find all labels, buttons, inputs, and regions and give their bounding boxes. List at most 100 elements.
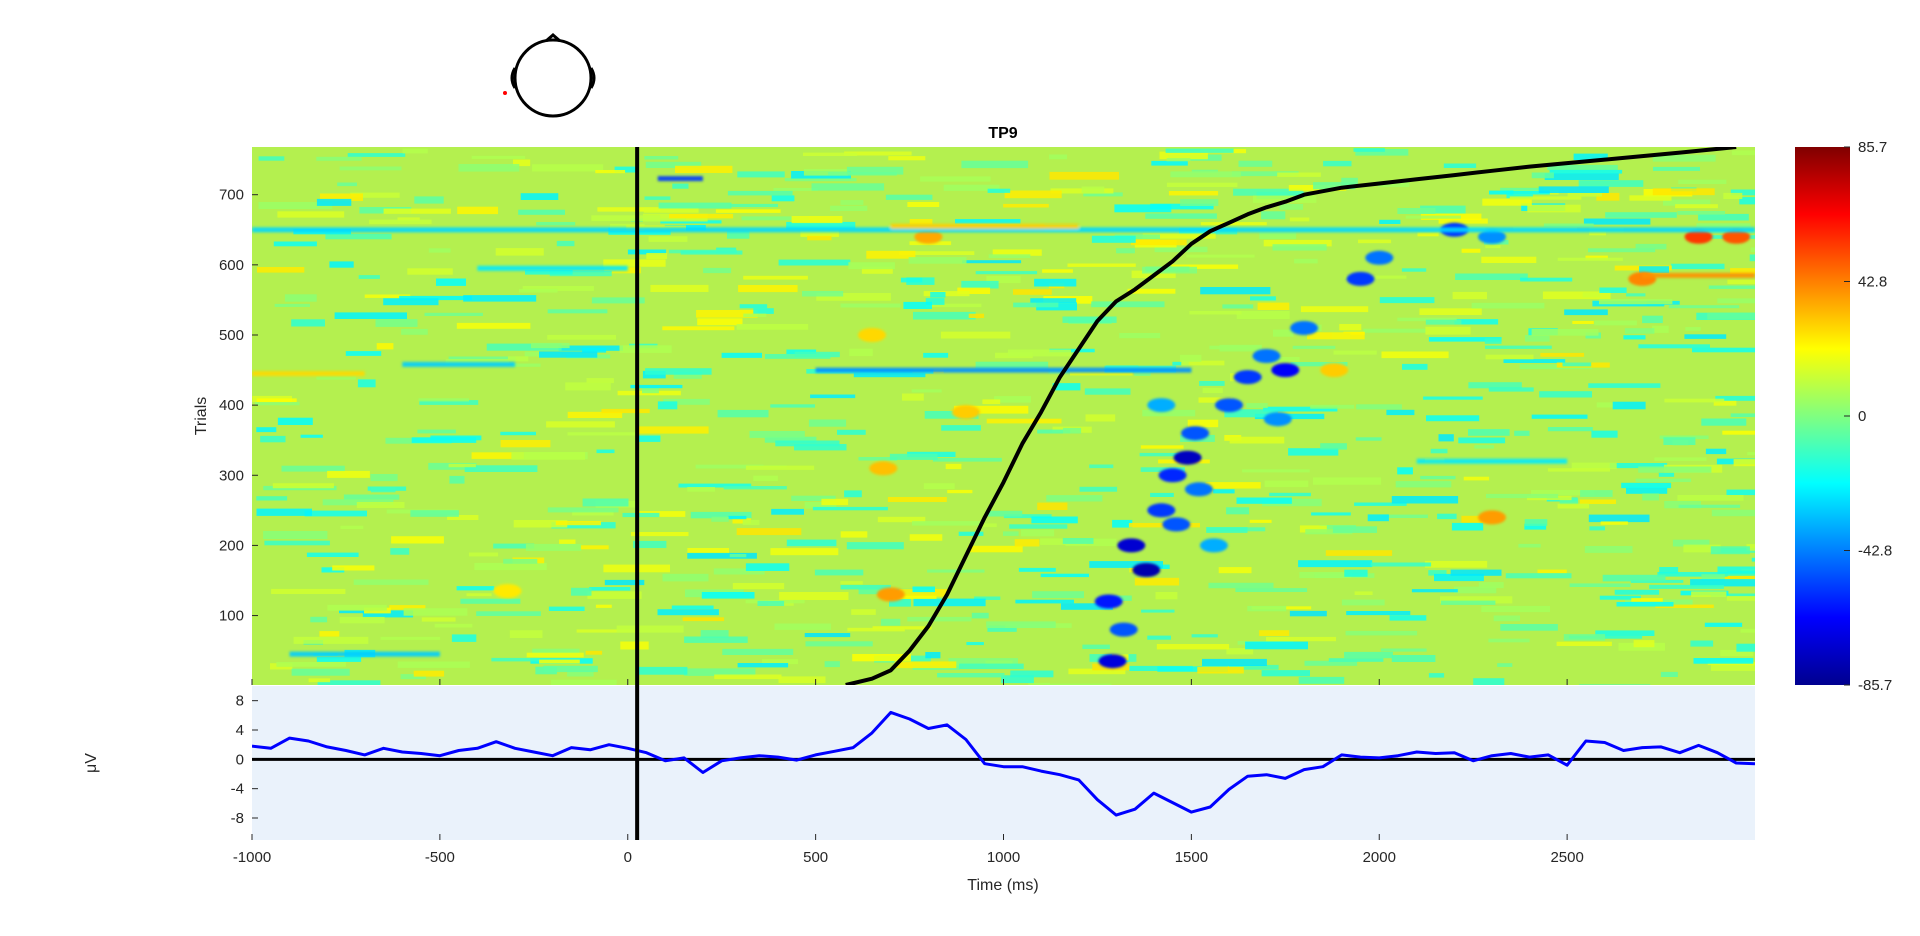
noise-streak xyxy=(1605,212,1677,218)
noise-streak xyxy=(1259,232,1297,240)
noise-streak xyxy=(627,249,667,255)
noise-streak xyxy=(644,156,679,160)
noise-streak xyxy=(885,194,933,200)
noise-streak xyxy=(582,498,629,507)
noise-streak xyxy=(852,654,911,662)
noise-streak xyxy=(1379,297,1435,304)
noise-streak xyxy=(419,400,479,405)
noise-streak xyxy=(1235,588,1308,592)
noise-streak xyxy=(1034,278,1077,287)
noise-streak xyxy=(975,271,1038,275)
noise-streak xyxy=(1231,171,1299,177)
noise-streak xyxy=(762,659,798,665)
noise-streak xyxy=(401,328,428,335)
noise-streak xyxy=(1654,457,1707,461)
noise-streak xyxy=(736,324,809,330)
noise-streak xyxy=(522,286,594,291)
noise-streak xyxy=(1311,512,1351,516)
noise-streak xyxy=(1145,213,1217,219)
noise-streak xyxy=(300,434,323,438)
noise-streak xyxy=(803,152,858,156)
noise-streak xyxy=(1325,550,1393,556)
noise-streak xyxy=(548,606,585,611)
noise-streak xyxy=(519,288,558,293)
noise-streak xyxy=(1200,222,1267,226)
noise-streak xyxy=(923,483,955,489)
noise-streak xyxy=(1341,599,1385,606)
noise-streak xyxy=(430,435,482,441)
noise-streak xyxy=(1091,301,1165,308)
noise-streak xyxy=(1588,383,1661,388)
activity-blob xyxy=(1252,349,1281,363)
noise-streak xyxy=(1668,305,1740,309)
noise-streak xyxy=(1181,360,1225,366)
activity-blob xyxy=(1233,370,1262,385)
microvolt-axis-label: μV xyxy=(83,753,100,773)
noise-streak xyxy=(272,483,334,489)
noise-streak xyxy=(1519,364,1592,370)
noise-streak xyxy=(889,599,911,607)
noise-streak xyxy=(1264,480,1309,488)
noise-streak xyxy=(646,253,668,260)
noise-streak xyxy=(900,277,923,283)
noise-streak xyxy=(555,521,601,526)
noise-streak xyxy=(1067,263,1136,267)
scalp-map xyxy=(503,33,596,118)
noise-streak xyxy=(851,609,876,615)
trial-streak xyxy=(477,265,628,271)
noise-streak xyxy=(1289,217,1310,222)
noise-streak xyxy=(968,313,985,318)
noise-streak xyxy=(986,418,1062,424)
noise-streak xyxy=(888,156,926,161)
noise-streak xyxy=(967,545,1023,553)
noise-streak xyxy=(400,674,426,680)
noise-streak xyxy=(339,166,402,171)
noise-streak xyxy=(495,248,544,256)
x-axis-ticks: -1000 -500 0 500 1000 1500 2000 2500 xyxy=(233,679,1584,866)
noise-streak xyxy=(662,573,709,582)
noise-streak xyxy=(1424,560,1488,568)
noise-streak xyxy=(1298,676,1345,684)
noise-streak xyxy=(791,216,843,224)
noise-streak xyxy=(258,202,333,209)
noise-streak xyxy=(1247,605,1287,612)
noise-streak xyxy=(264,540,330,546)
noise-streak xyxy=(1713,400,1737,406)
noise-streak xyxy=(1304,660,1358,666)
noise-streak xyxy=(1333,350,1377,355)
noise-streak xyxy=(1711,509,1755,517)
noise-streak xyxy=(1563,634,1606,641)
noise-streak xyxy=(316,657,362,662)
noise-streak xyxy=(1540,352,1585,357)
noise-streak xyxy=(1198,397,1233,403)
noise-streak xyxy=(1140,467,1185,472)
noise-streak xyxy=(920,176,991,182)
activity-blob xyxy=(1147,398,1176,413)
noise-streak xyxy=(1320,443,1347,450)
noise-streak xyxy=(1257,302,1290,310)
noise-streak xyxy=(1549,169,1623,174)
noise-streak xyxy=(1272,244,1327,251)
noise-streak xyxy=(451,634,477,642)
noise-streak xyxy=(889,453,938,460)
activity-blob xyxy=(1147,503,1176,518)
noise-streak xyxy=(1345,630,1418,636)
noise-streak xyxy=(814,569,864,576)
noise-streak xyxy=(1478,582,1504,589)
noise-streak xyxy=(1134,577,1180,586)
activity-blob xyxy=(951,405,980,420)
noise-streak xyxy=(316,156,362,161)
noise-streak xyxy=(804,633,851,638)
colorbar-tick-label: 42.8 xyxy=(1858,274,1887,291)
noise-streak xyxy=(1440,596,1513,604)
noise-streak xyxy=(982,399,1001,405)
noise-streak xyxy=(880,618,901,626)
noise-streak xyxy=(770,548,839,556)
noise-streak xyxy=(364,294,411,298)
noise-streak xyxy=(1428,673,1445,678)
noise-streak xyxy=(803,169,849,176)
noise-streak xyxy=(911,389,942,393)
noise-streak xyxy=(1208,582,1274,589)
noise-streak xyxy=(277,211,345,218)
noise-streak xyxy=(1677,495,1744,501)
